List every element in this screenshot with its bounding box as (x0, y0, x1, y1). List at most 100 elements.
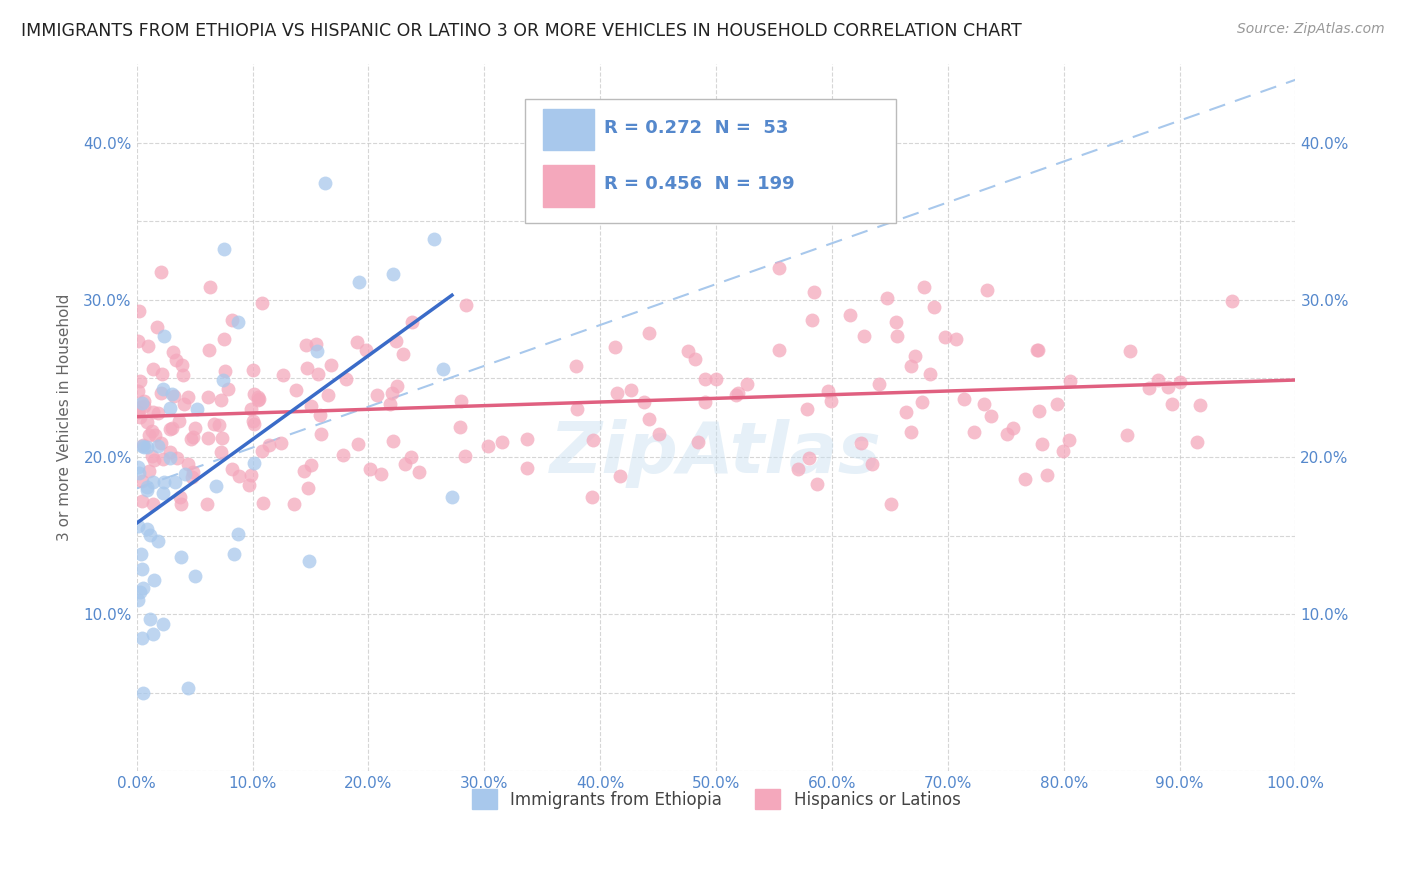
Point (202, 417, 225, 431)
Point (686, 435, 709, 450)
Point (127, 592, 149, 607)
Point (173, 467, 195, 481)
Point (768, 260, 790, 275)
Point (582, 433, 605, 447)
Point (170, 358, 193, 372)
Point (432, 361, 454, 376)
Point (165, 353, 187, 368)
Point (128, 303, 150, 318)
Point (382, 267, 405, 281)
Point (609, 469, 631, 483)
Point (149, 265, 172, 279)
Point (1160, 397, 1182, 411)
Point (132, 440, 155, 454)
Point (250, 444, 273, 458)
Text: ZipAtlas: ZipAtlas (550, 418, 882, 488)
Point (449, 419, 471, 434)
Point (922, 301, 945, 315)
FancyBboxPatch shape (543, 165, 595, 207)
Point (1059, 433, 1081, 447)
Point (1222, 293, 1244, 308)
Point (1157, 380, 1180, 394)
Point (172, 368, 194, 382)
Point (177, 390, 200, 404)
Point (849, 435, 872, 450)
Point (271, 368, 294, 383)
Point (839, 308, 862, 322)
Point (292, 464, 315, 478)
Point (152, 485, 174, 500)
Point (143, 452, 166, 467)
Point (737, 377, 759, 392)
Point (209, 392, 232, 407)
Point (912, 279, 935, 293)
Point (131, 474, 153, 488)
Point (299, 399, 322, 413)
Point (803, 285, 825, 299)
Point (135, 480, 157, 494)
Point (152, 382, 174, 396)
Point (132, 581, 155, 595)
Point (727, 386, 749, 401)
Point (162, 344, 184, 359)
Point (131, 396, 153, 410)
Point (211, 431, 233, 445)
Point (911, 394, 934, 409)
Point (1185, 435, 1208, 450)
Point (146, 320, 169, 334)
Point (181, 465, 204, 479)
Point (1025, 343, 1047, 357)
Point (197, 390, 219, 404)
Point (516, 432, 538, 446)
Point (370, 467, 392, 481)
Text: IMMIGRANTS FROM ETHIOPIA VS HISPANIC OR LATINO 3 OR MORE VEHICLES IN HOUSEHOLD C: IMMIGRANTS FROM ETHIOPIA VS HISPANIC OR … (21, 22, 1022, 40)
Point (170, 497, 193, 511)
Point (252, 496, 274, 510)
Point (980, 409, 1002, 423)
Point (152, 452, 174, 467)
Point (141, 425, 163, 439)
Point (450, 393, 472, 408)
Point (309, 409, 332, 423)
Point (146, 439, 169, 453)
Point (1119, 344, 1142, 359)
Point (150, 368, 173, 382)
Point (638, 326, 661, 340)
Point (868, 377, 890, 392)
Point (934, 330, 956, 344)
Point (150, 435, 173, 450)
Point (239, 402, 262, 417)
Point (186, 401, 208, 416)
Point (131, 494, 153, 508)
Point (159, 451, 181, 466)
Point (238, 478, 260, 492)
Legend: Immigrants from Ethiopia, Hispanics or Latinos: Immigrants from Ethiopia, Hispanics or L… (465, 782, 967, 816)
Point (638, 411, 661, 425)
Point (305, 337, 328, 351)
Point (159, 445, 181, 459)
Point (853, 328, 876, 343)
Point (143, 573, 166, 587)
Point (212, 332, 235, 346)
Point (876, 291, 898, 305)
Point (148, 533, 170, 548)
Point (159, 422, 181, 436)
Point (1014, 472, 1036, 486)
Point (900, 425, 922, 439)
Point (1052, 444, 1074, 458)
Point (516, 460, 538, 475)
Point (247, 390, 270, 404)
Point (676, 343, 699, 358)
Point (166, 451, 188, 466)
Point (221, 462, 243, 476)
Point (177, 681, 200, 696)
Point (491, 435, 513, 450)
Point (295, 360, 318, 375)
Point (787, 461, 810, 475)
Point (139, 528, 162, 542)
Point (309, 427, 332, 442)
Point (138, 465, 160, 479)
Point (127, 384, 149, 398)
Point (181, 470, 204, 484)
Point (477, 439, 499, 453)
